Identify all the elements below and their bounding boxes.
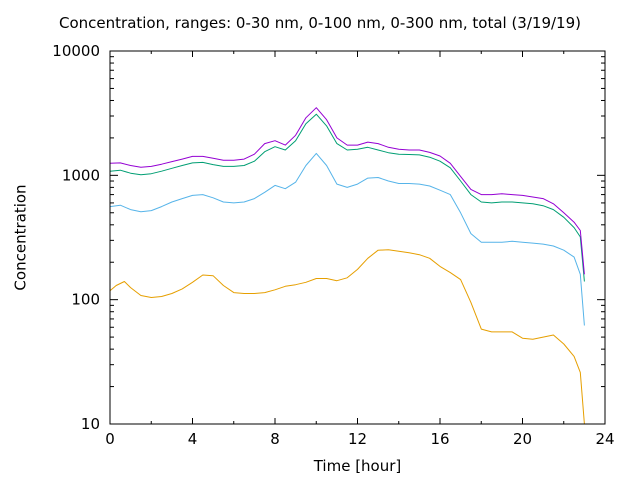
ticks-layer: 0 4 8 12 16 20 24 10 100 1000 10000 (52, 42, 614, 448)
series-line-1 (109, 152, 585, 326)
chart-title: Concentration, ranges: 0-30 nm, 0-100 nm… (59, 14, 581, 32)
x-tick-label: 0 (105, 430, 115, 448)
series-line-0 (109, 249, 585, 425)
series-line-2 (109, 113, 585, 282)
x-tick-label: 24 (595, 430, 614, 448)
x-axis-label: Time [hour] (313, 457, 402, 475)
series-line-3 (109, 107, 585, 275)
y-tick-label: 1000 (62, 166, 100, 184)
x-tick-label: 12 (348, 430, 367, 448)
series-layer (109, 107, 585, 425)
y-axis-label: Concentration (11, 184, 29, 290)
y-tick-label: 100 (71, 291, 100, 309)
x-tick-label: 8 (270, 430, 280, 448)
x-tick-label: 20 (513, 430, 532, 448)
y-tick-label: 10 (81, 415, 100, 433)
x-tick-label: 16 (430, 430, 449, 448)
x-tick-label: 4 (188, 430, 198, 448)
plot-frame (109, 50, 606, 425)
y-tick-label: 10000 (52, 42, 100, 60)
